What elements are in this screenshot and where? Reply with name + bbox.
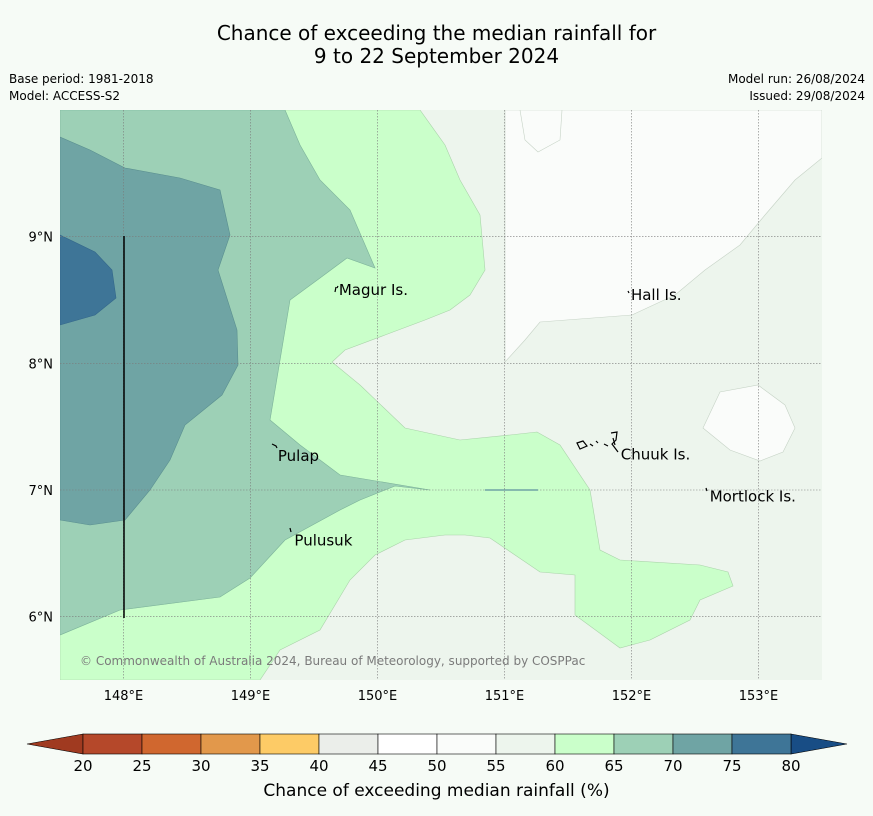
colorbar-segment	[377, 733, 438, 755]
model-run: Model run: 26/08/2024	[727, 72, 865, 86]
lat-tick-label: 6°N	[29, 611, 54, 626]
colorbar-tick-label: 60	[545, 757, 564, 775]
island-shape	[576, 431, 619, 453]
lon-tick-label: 150°E	[358, 689, 398, 704]
colorbar-segment	[141, 733, 202, 755]
contour-75-80	[60, 234, 117, 326]
colorbar-label: Chance of exceeding median rainfall (%)	[263, 781, 610, 801]
place-label: Magur Is.	[339, 281, 408, 299]
lon-tick-label: 153°E	[739, 689, 779, 704]
colorbar-tick-label: 40	[309, 757, 328, 775]
islands	[271, 285, 708, 533]
lon-tick-label: 151°E	[485, 689, 525, 704]
island-shape	[705, 487, 708, 492]
contour-50-55-patch	[702, 384, 796, 462]
colorbar-tick-label: 25	[132, 757, 151, 775]
title-line-1: Chance of exceeding the median rainfall …	[216, 21, 657, 45]
colorbar: 20 25 30 35 40 45 50 55 60 65 70 75 80	[26, 733, 848, 775]
colorbar-segment	[259, 733, 320, 755]
colorbar-over-arrow	[790, 733, 848, 755]
place-label: Pulap	[278, 447, 319, 465]
contour-field	[60, 110, 822, 680]
lat-tick-label: 9°N	[29, 231, 54, 246]
axis-tick-labels: 148°E 149°E 150°E 151°E 152°E 153°E 9°N 8°N 7°N 6…	[29, 231, 779, 704]
colorbar-tick-label: 70	[663, 757, 682, 775]
island-shape	[627, 290, 630, 294]
place-label: Pulusuk	[294, 532, 352, 550]
place-label: Hall Is.	[631, 286, 682, 304]
lon-tick-label: 149°E	[231, 689, 271, 704]
colorbar-tick-label: 30	[191, 757, 210, 775]
island-shape	[334, 285, 339, 293]
map-title: Chance of exceeding the median rainfall …	[0, 22, 873, 68]
contour-50-55	[504, 110, 822, 363]
colorbar-tick-label: 65	[604, 757, 623, 775]
colorbar-tick-label: 50	[427, 757, 446, 775]
colorbar-tick-label: 45	[368, 757, 387, 775]
colorbar-segment	[672, 733, 733, 755]
colorbar-segment	[554, 733, 615, 755]
colorbar-tick-label: 55	[486, 757, 505, 775]
colorbar-segment	[436, 733, 497, 755]
lat-tick-label: 7°N	[29, 484, 54, 499]
lon-tick-label: 148°E	[104, 689, 144, 704]
place-label: Mortlock Is.	[710, 487, 796, 505]
copyright-notice: © Commonwealth of Australia 2024, Bureau…	[80, 654, 585, 668]
meta-left: Base period: 1981-2018 Model: ACCESS-S2	[9, 71, 154, 105]
meta-right: Model run: 26/08/2024 Issued: 29/08/2024	[728, 71, 865, 105]
model-name: Model: ACCESS-S2	[9, 89, 121, 103]
lon-tick-label: 152°E	[612, 689, 652, 704]
colorbar-segment	[318, 733, 379, 755]
colorbar-tick-label: 35	[250, 757, 269, 775]
issued-date: Issued: 29/08/2024	[749, 89, 865, 103]
lat-tick-label: 8°N	[29, 357, 54, 372]
colorbar-segment	[200, 733, 261, 755]
title-line-2: 9 to 22 September 2024	[313, 44, 560, 68]
colorbar-segment	[731, 733, 792, 755]
place-labels: Magur Is. Pulap Pulusuk Hall Is. Chuuk Is. Mo…	[278, 281, 796, 550]
island-shape	[289, 527, 292, 533]
colorbar-tick-label: 75	[722, 757, 741, 775]
colorbar-tick-label: 80	[781, 757, 800, 775]
colorbar-segment	[613, 733, 674, 755]
colorbar-segment	[82, 733, 143, 755]
contour-70-75	[60, 136, 239, 526]
island-shape	[271, 443, 278, 449]
place-label: Chuuk Is.	[621, 446, 690, 464]
base-period: Base period: 1981-2018	[9, 72, 154, 86]
colorbar-under-arrow	[26, 733, 84, 755]
colorbar-tick-label: 20	[73, 757, 92, 775]
contour-50-55-north	[519, 110, 563, 153]
colorbar-segment	[495, 733, 556, 755]
